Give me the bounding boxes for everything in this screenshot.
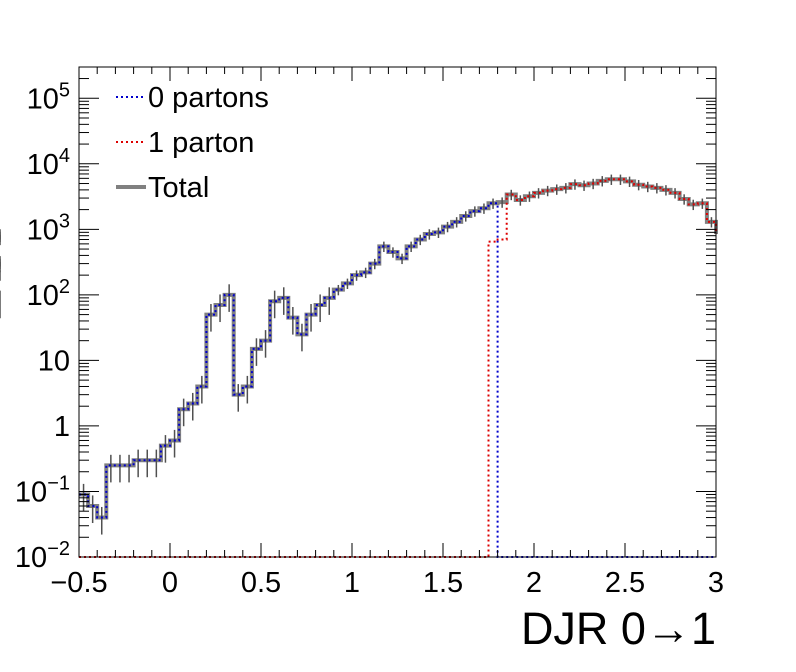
- series-layer: [0, 174, 718, 558]
- x-tick-label: −0.5: [50, 567, 107, 599]
- plot-frame: [78, 66, 717, 558]
- legend-entry: 0 partons: [116, 82, 269, 114]
- legend-entry: 1 parton: [116, 127, 254, 159]
- y-tick-label: 10−1: [15, 472, 70, 508]
- x-tick-label: 0: [162, 567, 178, 599]
- x-tick-label: 0.5: [241, 567, 281, 599]
- y-tick-label: 103: [27, 210, 70, 246]
- legend: 0 partons 1 parton Total: [116, 82, 269, 204]
- x-tick-label: 1: [344, 567, 360, 599]
- legend-label: 1 parton: [148, 127, 254, 159]
- x-axis-label: DJR 0→1: [521, 603, 716, 654]
- legend-label: 0 partons: [148, 82, 269, 114]
- y-tick-label: 10: [38, 345, 70, 377]
- x-tick-label: 2: [526, 567, 542, 599]
- y-tick-label: 105: [27, 79, 70, 115]
- y-tick-label: 10−2: [15, 538, 70, 574]
- y-tick-label: 102: [27, 276, 70, 312]
- series-1-parton: [79, 178, 717, 558]
- x-tick-label: 3: [708, 567, 724, 599]
- series-0-partons: [79, 202, 716, 558]
- legend-entry: Total: [116, 172, 209, 204]
- series-line: [79, 178, 717, 558]
- legend-label: Total: [148, 172, 209, 204]
- axis-ticks: −0.5 0 0.5 1 1.5 2 2.5 3 10−2 10−1 1 10 102 103 104 105: [15, 66, 724, 599]
- series-total: [0, 174, 718, 535]
- series-line: [79, 177, 718, 520]
- x-tick-label: 1.5: [423, 567, 463, 599]
- x-tick-label: 2.5: [605, 567, 645, 599]
- y-tick-label: 104: [27, 145, 70, 181]
- y-tick-label: 1: [54, 411, 70, 443]
- series-line: [79, 202, 716, 558]
